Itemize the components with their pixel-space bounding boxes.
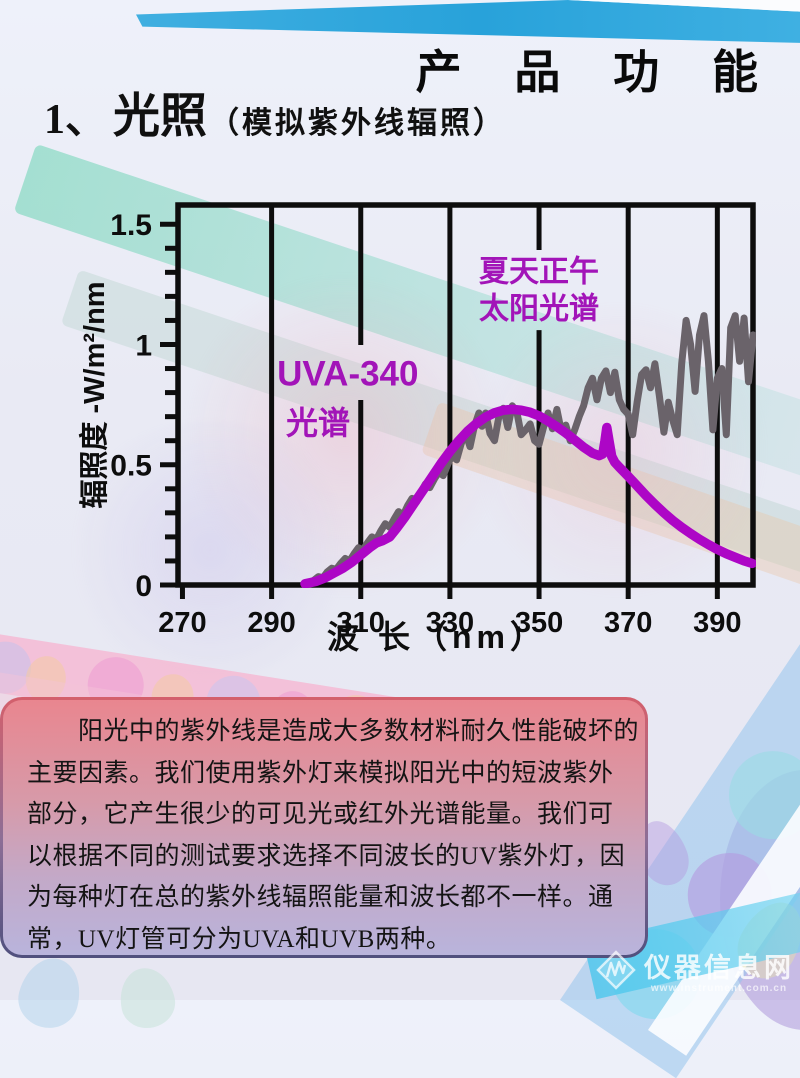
y-tick-label: 0 (135, 570, 152, 603)
watermark: 仪器信息网 www.instrument.com.cn (596, 946, 794, 994)
y-tick-label: 0.5 (110, 450, 152, 483)
x-tick-label: 350 (515, 607, 563, 639)
section-number: 1、 (44, 97, 108, 143)
top-white-wedge (568, 0, 800, 12)
petal-decoration (114, 963, 180, 1033)
section-subtitle: （模拟紫外线辐照） (209, 106, 507, 140)
decorative-pattern (0, 637, 35, 698)
paragraph-line: 部分，它产生很少的可见光或红外光谱能量。我们可 (27, 801, 614, 828)
chart-annotation: 夏天正午 (479, 255, 599, 288)
description-panel: 阳光中的紫外线是造成大多数材料耐久性能破坏的 主要因素。我们使用紫外灯来模拟阳光… (0, 697, 648, 958)
y-tick-label: 1.5 (110, 209, 152, 242)
chart-annotation: 光谱 (286, 405, 350, 441)
decorative-pattern (711, 733, 800, 857)
watermark-url: www.instrument.com.cn (650, 983, 788, 994)
description-panel-body: 阳光中的紫外线是造成大多数材料耐久性能破坏的 主要因素。我们使用紫外灯来模拟阳光… (3, 700, 645, 955)
petal-decoration (11, 951, 89, 1035)
chart-annotation: 太阳光谱 (479, 292, 599, 325)
x-tick-label: 390 (693, 607, 741, 639)
paragraph-line: 阳光中的紫外线是造成大多数材料耐久性能破坏的 (27, 718, 640, 745)
page-title: 产 品 功 能 (415, 46, 778, 98)
decorative-pattern (671, 836, 789, 954)
section-heading: 1、 光照 （模拟紫外线辐照） (44, 91, 507, 143)
decorative-pattern (788, 677, 800, 789)
x-axis-label: 波 长（nm） (327, 619, 547, 655)
watermark-site-name: 仪器信息网 (644, 953, 794, 983)
y-tick-label: 1 (135, 329, 152, 362)
paragraph-line: 常，UV灯管可分为UVA和UVB两种。 (27, 925, 452, 953)
paragraph-line: 为每种灯在总的紫外线辐照能量和波长都不一样。通 (27, 884, 614, 911)
x-tick-label: 270 (158, 607, 206, 639)
plot-border (175, 202, 756, 588)
watermark-diamond-logo (596, 950, 636, 990)
y-axis-label: 辐照度 -W/m²/nm (78, 281, 111, 508)
series-1 (300, 404, 756, 588)
section-name: 光照 (113, 91, 208, 143)
x-tick-label: 370 (604, 607, 652, 639)
x-tick-label: 290 (247, 607, 295, 639)
paragraph-line: 以根据不同的测试要求选择不同波长的UV紫外灯，因 (27, 842, 626, 870)
paragraph-line: 主要因素。我们使用紫外灯来模拟阳光中的短波紫外 (27, 759, 614, 787)
white-diagonal-band (648, 673, 800, 1056)
chart-annotation: UVA-340 (277, 355, 418, 394)
